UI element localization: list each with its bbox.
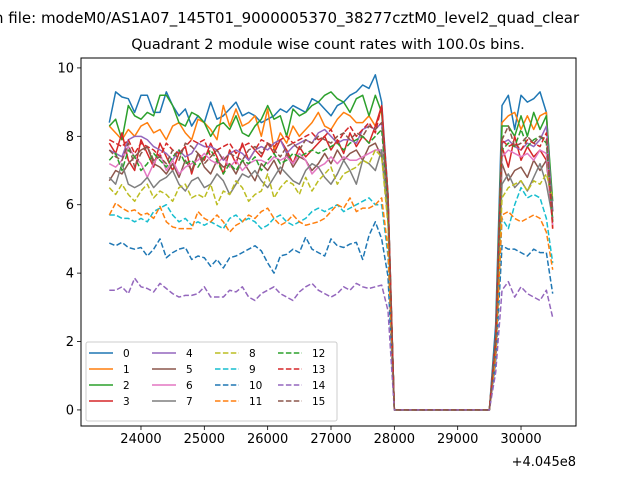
legend-label-5: 5: [186, 364, 193, 376]
legend-label-2: 2: [123, 380, 130, 392]
chart-title: Quadrant 2 module wise count rates with …: [131, 37, 525, 53]
x-offset-label: +4.045e8: [512, 455, 576, 470]
legend-frame: [85, 341, 338, 422]
series-line-9: [109, 186, 554, 411]
y-axis: 0 2 4 6 8 10: [57, 61, 81, 418]
y-tick-label: 6: [66, 198, 74, 213]
legend-label-12: 12: [312, 348, 325, 360]
legend-label-0: 0: [123, 348, 130, 360]
legend-label-9: 9: [249, 364, 256, 376]
x-tick-label: 27000: [310, 432, 351, 447]
x-tick-label: 26000: [247, 432, 288, 447]
y-tick-label: 0: [66, 403, 74, 418]
y-tick-label: 4: [66, 267, 74, 282]
series-line-11: [108, 197, 554, 411]
legend-label-4: 4: [186, 348, 193, 360]
legend-label-13: 13: [312, 364, 325, 376]
y-tick-label: 10: [57, 61, 74, 76]
y-tick-label: 8: [66, 130, 74, 145]
legend-label-7: 7: [186, 396, 193, 408]
legend-label-10: 10: [249, 380, 262, 392]
series-line-15: [108, 121, 554, 411]
y-tick-label: 2: [66, 335, 74, 350]
legend-label-3: 3: [123, 396, 130, 408]
series-layer: [108, 74, 554, 411]
legend-label-15: 15: [312, 396, 325, 408]
x-tick-label: 29000: [437, 432, 478, 447]
x-axis: 24000 25000 26000 27000 28000 29000 30000: [120, 426, 542, 447]
legend-label-8: 8: [249, 348, 256, 360]
legend-label-6: 6: [186, 380, 193, 392]
plot-frame: [80, 57, 577, 427]
figure-suptitle: n file: modeM0/AS1A07_145T01_9000005370_…: [0, 9, 580, 28]
x-tick-label: 25000: [184, 432, 225, 447]
x-tick-label: 24000: [120, 432, 161, 447]
legend-label-1: 1: [123, 364, 130, 376]
x-tick-label: 28000: [374, 432, 415, 447]
legend-label-14: 14: [312, 380, 326, 392]
legend-label-11: 11: [249, 396, 262, 408]
x-tick-label: 30000: [500, 432, 541, 447]
